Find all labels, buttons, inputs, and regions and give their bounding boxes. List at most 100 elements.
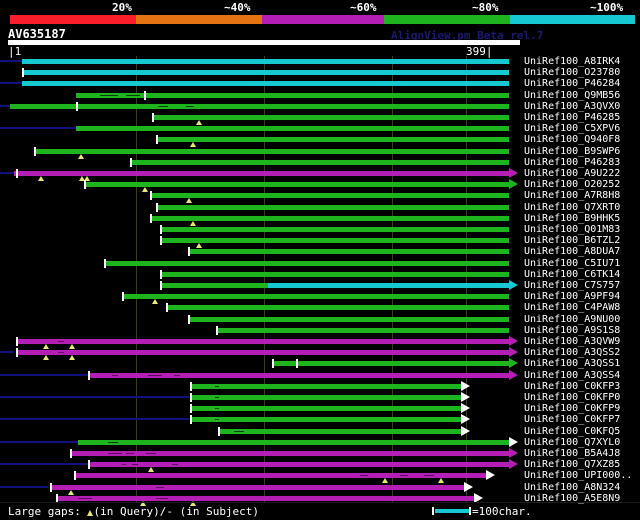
alignment-row[interactable] xyxy=(0,190,640,204)
alignment-row[interactable] xyxy=(0,492,640,506)
hit-label[interactable]: UniRef100_C0KFP0 xyxy=(524,392,621,403)
hsp-bar[interactable] xyxy=(34,148,509,154)
hsp-bar[interactable] xyxy=(150,215,509,221)
hit-label[interactable]: UniRef100_C0KFP9 xyxy=(524,403,621,415)
alignment-row[interactable] xyxy=(0,481,640,495)
hit-label[interactable]: UniRef100_A3QSS2 xyxy=(524,347,621,359)
hit-label[interactable]: UniRef100_P46285 xyxy=(524,112,621,123)
alignment-row[interactable] xyxy=(0,246,640,257)
alignment-row[interactable] xyxy=(0,179,640,193)
hsp-bar[interactable] xyxy=(104,260,509,266)
hit-label[interactable]: UniRef100_Q940F8 xyxy=(524,134,621,146)
alignment-row[interactable] xyxy=(0,67,640,78)
hit-label[interactable]: UniRef100_C0KFQ5 xyxy=(524,425,621,437)
hsp-bar[interactable] xyxy=(56,495,474,501)
alignment-row[interactable] xyxy=(0,101,640,112)
hit-label[interactable]: UniRef100_A8IRK4 xyxy=(524,56,621,67)
hit-label[interactable]: UniRef100_B6TZL2 xyxy=(524,235,621,247)
hsp-bar[interactable] xyxy=(88,372,509,378)
hit-label[interactable]: UniRef100_P46283 xyxy=(524,156,621,168)
hsp-bar[interactable] xyxy=(272,361,509,367)
hsp-bar[interactable] xyxy=(76,126,509,132)
hsp-bar[interactable] xyxy=(190,417,461,423)
alignment-row[interactable] xyxy=(0,168,640,181)
alignment-row[interactable] xyxy=(0,314,640,325)
hit-label[interactable]: UniRef100_B9HHK5 xyxy=(524,212,621,224)
hit-label[interactable]: UniRef100_A7R8H8 xyxy=(524,190,621,202)
hsp-bar[interactable] xyxy=(160,238,509,244)
hsp-bar[interactable] xyxy=(74,473,486,479)
hit-label[interactable]: UniRef100_Q9MB56 xyxy=(524,89,621,101)
hit-label[interactable]: UniRef100_A3QVW9 xyxy=(524,336,621,347)
hit-label[interactable]: UniRef100_A9NU00 xyxy=(524,313,621,325)
alignment-row[interactable] xyxy=(0,146,640,159)
hsp-bar[interactable] xyxy=(122,294,509,300)
alignment-row[interactable] xyxy=(0,134,640,148)
hsp-bar[interactable] xyxy=(190,395,461,400)
hit-label[interactable]: UniRef100_A8N324 xyxy=(524,481,621,493)
hit-label[interactable]: UniRef100_C0KFP7 xyxy=(524,414,621,426)
hit-label[interactable]: UniRef100_C5IU71 xyxy=(524,257,621,269)
hsp-bar[interactable] xyxy=(22,70,509,76)
alignment-row[interactable] xyxy=(0,224,640,235)
hit-label[interactable]: UniRef100_C6TK14 xyxy=(524,268,621,280)
hsp-bar[interactable] xyxy=(70,451,509,456)
alignment-row[interactable] xyxy=(0,470,640,484)
alignment-row[interactable] xyxy=(0,369,640,381)
hsp-bar[interactable] xyxy=(52,484,464,490)
alignment-row[interactable] xyxy=(0,202,640,213)
alignment-row[interactable] xyxy=(0,380,640,392)
hit-label[interactable]: UniRef100_O23780 xyxy=(524,67,621,79)
hit-label[interactable]: UniRef100_Q01M83 xyxy=(524,224,621,235)
alignment-row[interactable] xyxy=(0,336,640,349)
hit-label[interactable]: UniRef100_B5A4J8 xyxy=(524,448,621,459)
alignment-row[interactable] xyxy=(0,436,640,448)
hsp-bar[interactable] xyxy=(160,283,268,288)
hsp-bar[interactable] xyxy=(16,350,509,356)
hsp-bar[interactable] xyxy=(84,182,509,188)
alignment-row[interactable] xyxy=(0,291,640,305)
alignment-row[interactable] xyxy=(0,123,640,134)
hsp-bar[interactable] xyxy=(188,316,509,322)
hit-label[interactable]: UniRef100_C0KFP3 xyxy=(524,380,621,392)
hit-label[interactable]: UniRef100_C7S757 xyxy=(524,280,621,291)
hsp-bar[interactable] xyxy=(190,406,461,412)
alignment-row[interactable] xyxy=(0,90,640,101)
alignment-row[interactable] xyxy=(0,358,640,369)
hsp-bar[interactable] xyxy=(156,137,509,143)
hsp-bar[interactable] xyxy=(188,249,509,255)
alignment-row[interactable] xyxy=(0,280,640,291)
hit-label[interactable]: UniRef100_A9U222 xyxy=(524,168,621,179)
alignment-row[interactable] xyxy=(0,157,640,168)
hit-label[interactable]: UniRef100_P46284 xyxy=(524,78,621,90)
hit-label[interactable]: UniRef100_Q7XZ85 xyxy=(524,459,621,471)
hsp-bar[interactable] xyxy=(22,59,509,64)
alignment-row[interactable] xyxy=(0,392,640,403)
alignment-row[interactable] xyxy=(0,78,640,89)
alignment-row[interactable] xyxy=(0,425,640,437)
hsp-bar[interactable] xyxy=(22,81,509,87)
hsp-bar[interactable] xyxy=(190,383,461,389)
hsp-bar[interactable] xyxy=(130,159,509,165)
hit-label[interactable]: UniRef100_A9S1S8 xyxy=(524,324,621,336)
hsp-bar[interactable] xyxy=(78,439,509,445)
alignment-row[interactable] xyxy=(0,112,640,125)
alignment-row[interactable] xyxy=(0,347,640,361)
alignment-row[interactable] xyxy=(0,448,640,459)
hit-label[interactable]: UniRef100_O20252 xyxy=(524,179,621,191)
alignment-row[interactable] xyxy=(0,403,640,414)
alignment-row[interactable] xyxy=(0,302,640,313)
alignment-row[interactable] xyxy=(0,213,640,226)
hit-label[interactable]: UniRef100_A3QSS4 xyxy=(524,369,621,381)
hit-label[interactable]: UniRef100_A5E8N9 xyxy=(524,492,621,504)
hit-label[interactable]: UniRef100_A9PF94 xyxy=(524,291,621,303)
hsp-bar[interactable] xyxy=(156,204,509,210)
hsp-bar[interactable] xyxy=(166,305,509,311)
alignment-row[interactable] xyxy=(0,414,640,425)
alignment-row[interactable] xyxy=(0,269,640,280)
hsp-bar[interactable] xyxy=(16,339,509,344)
hsp-bar[interactable] xyxy=(160,271,509,277)
hit-label[interactable]: UniRef100_C5XPV6 xyxy=(524,123,621,135)
hsp-bar[interactable] xyxy=(218,428,461,434)
alignment-row[interactable] xyxy=(0,56,640,67)
